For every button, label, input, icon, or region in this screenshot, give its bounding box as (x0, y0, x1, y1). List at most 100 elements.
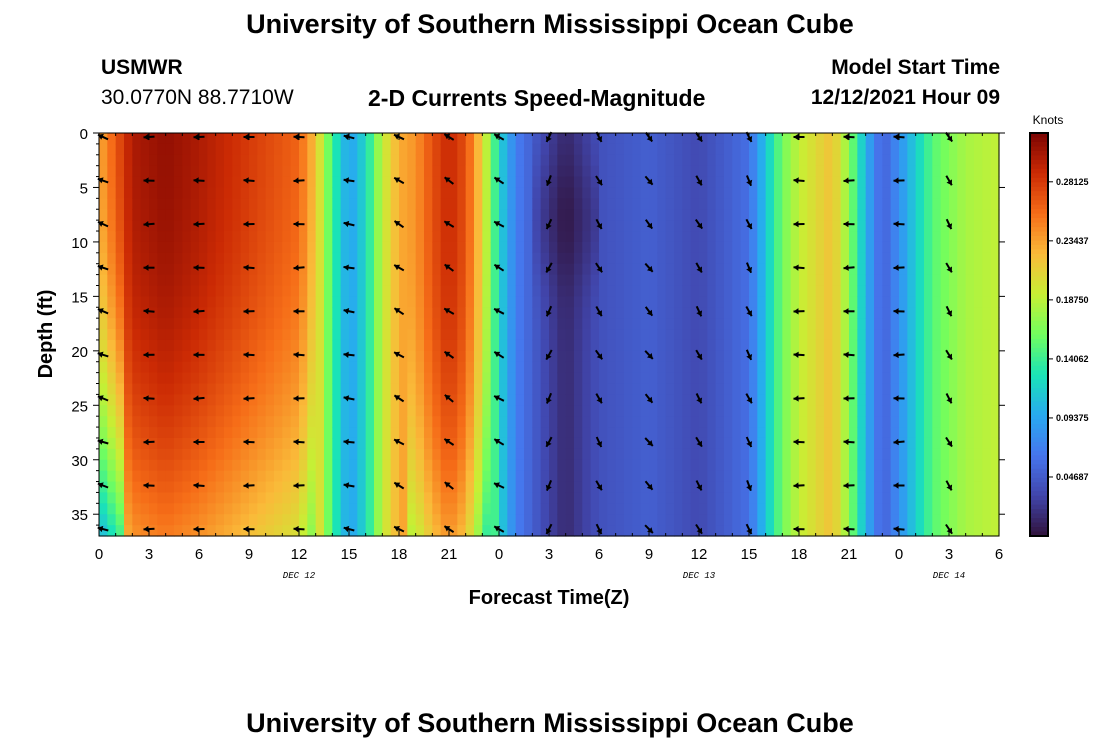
heatmap-cell (915, 405, 925, 417)
heatmap-cell (140, 514, 150, 526)
heatmap-cell (390, 143, 400, 156)
heatmap-cell (782, 231, 792, 243)
heatmap-cell (624, 176, 633, 189)
heatmap-cell (832, 154, 842, 167)
heatmap-cell (649, 263, 658, 276)
heatmap-cell (665, 503, 675, 515)
heatmap-cell (365, 263, 375, 276)
heatmap-cell (615, 231, 625, 243)
current-vector (745, 175, 753, 187)
heatmap-cell (715, 318, 725, 330)
heatmap-cell (357, 350, 367, 363)
heatmap-cell (440, 503, 450, 515)
heatmap-cell (765, 220, 775, 232)
heatmap-cell (765, 241, 775, 254)
heatmap-cell (632, 492, 642, 504)
heatmap-cell (732, 492, 742, 504)
heatmap-cell (690, 252, 700, 265)
current-vector (343, 308, 355, 315)
heatmap-cell (440, 143, 450, 156)
heatmap-cell (574, 416, 583, 428)
heatmap-cell (590, 231, 600, 243)
heatmap-cell (299, 274, 308, 287)
heatmap-cell (874, 154, 883, 167)
current-vector (644, 306, 654, 317)
heatmap-cell (257, 133, 267, 145)
heatmap-cell (649, 525, 658, 537)
heatmap-cell (249, 241, 258, 254)
heatmap-cell (582, 318, 592, 330)
heatmap-cell (515, 329, 525, 341)
heatmap-cell (440, 263, 450, 276)
heatmap-cell (190, 154, 200, 167)
heatmap-cell (107, 492, 117, 504)
heatmap-cell (899, 492, 908, 504)
heatmap-cell (699, 350, 708, 363)
heatmap-cell (940, 459, 950, 472)
heatmap-cell (832, 165, 842, 178)
heatmap-cell (482, 285, 492, 297)
heatmap-cell (732, 459, 742, 472)
heatmap-cell (215, 220, 225, 232)
heatmap-cell (549, 470, 558, 483)
heatmap-cell (899, 209, 908, 221)
heatmap-cell (507, 459, 517, 472)
heatmap-cell (407, 263, 417, 276)
heatmap-cell (240, 220, 250, 232)
heatmap-cell (865, 143, 875, 156)
heatmap-cell (199, 143, 208, 156)
current-vector (595, 436, 603, 448)
heatmap-cell (932, 263, 942, 276)
current-vector (493, 351, 505, 359)
heatmap-cell (665, 514, 675, 526)
heatmap-cell (124, 143, 133, 156)
heatmap-cell (740, 448, 750, 461)
heatmap-cell (190, 318, 200, 330)
heatmap-cell (457, 154, 467, 167)
heatmap-cell (807, 143, 817, 156)
heatmap-cell (765, 285, 775, 297)
heatmap-cell (515, 383, 525, 395)
heatmap-cell (724, 220, 733, 232)
heatmap-cell (349, 296, 358, 308)
heatmap-cell (957, 307, 967, 319)
heatmap-cell (565, 318, 575, 330)
heatmap-cell (832, 285, 842, 297)
heatmap-cell (232, 394, 242, 406)
heatmap-cell (474, 503, 483, 515)
heatmap-cell (207, 416, 217, 428)
heatmap-cell (924, 220, 933, 232)
current-vector (143, 308, 155, 315)
heatmap-cell (824, 143, 833, 156)
heatmap-cell (432, 405, 442, 417)
heatmap-cell (599, 329, 608, 341)
heatmap-cell (882, 459, 892, 472)
current-vector (644, 350, 654, 360)
heatmap-cell (607, 503, 617, 515)
heatmap-cell (374, 329, 383, 341)
heatmap-cell (882, 231, 892, 243)
heatmap-cell (682, 307, 692, 319)
heatmap-cell (724, 143, 733, 156)
current-vector (945, 349, 953, 361)
heatmap-cell (124, 339, 133, 352)
heatmap-cell (765, 339, 775, 352)
heatmap-cell (857, 307, 867, 319)
heatmap-cell (565, 503, 575, 515)
heatmap-cell (840, 165, 850, 178)
heatmap-cell (282, 231, 292, 243)
heatmap-cell (357, 448, 367, 461)
heatmap-cell (415, 176, 425, 189)
heatmap-cell (690, 437, 700, 450)
heatmap-cell (432, 437, 442, 450)
current-vector (243, 395, 255, 402)
heatmap-cell (882, 296, 892, 308)
heatmap-cell (865, 383, 875, 395)
heatmap-cell (365, 492, 375, 504)
heatmap-cell (274, 241, 283, 254)
heatmap-cell (140, 437, 150, 450)
heatmap-cell (740, 285, 750, 297)
heatmap-cell (432, 263, 442, 276)
heatmap-cell (940, 372, 950, 385)
heatmap-cell (499, 492, 508, 504)
